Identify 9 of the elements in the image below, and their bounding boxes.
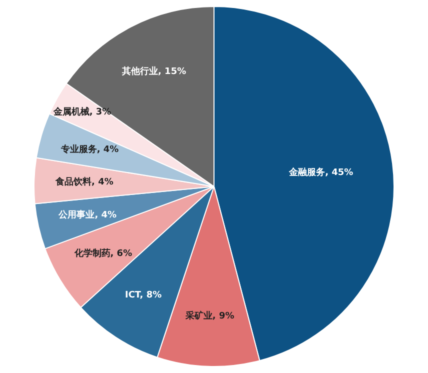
slice-label: 采矿业, 9% (184, 310, 234, 322)
slice-label: ICT, 8% (124, 290, 162, 300)
slice-label: 化学制药, 6% (73, 248, 132, 260)
slice-label: 金融服务, 45% (288, 167, 354, 178)
slice-label: 公用事业, 4% (58, 210, 117, 221)
slice-label: 专业服务, 4% (60, 144, 119, 155)
slice-label: 其他行业, 15% (121, 66, 186, 77)
slice-label: 金属机械, 3% (52, 106, 112, 118)
slice-label: 食品饮料, 4% (54, 176, 114, 188)
